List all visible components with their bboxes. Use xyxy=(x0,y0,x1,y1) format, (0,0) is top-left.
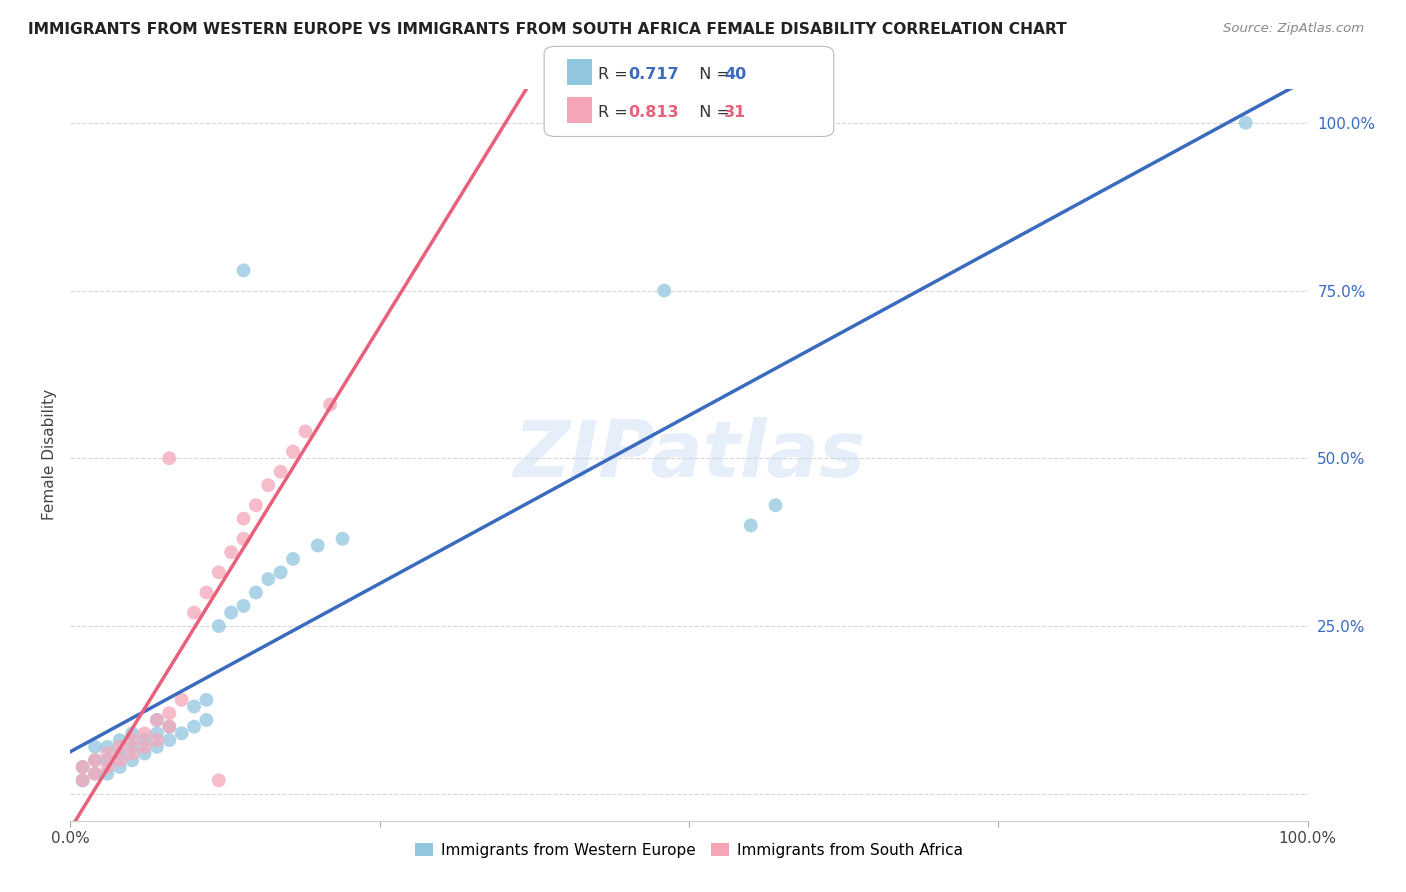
Point xyxy=(121,753,143,767)
Text: N =: N = xyxy=(689,67,735,82)
Point xyxy=(121,733,143,747)
Point xyxy=(146,739,169,754)
Point xyxy=(219,545,242,559)
Point xyxy=(96,766,118,780)
Point xyxy=(96,753,118,767)
Point xyxy=(72,760,94,774)
Point xyxy=(72,760,94,774)
Point xyxy=(146,713,169,727)
Point xyxy=(170,693,193,707)
Point xyxy=(84,739,107,754)
Point xyxy=(108,753,131,767)
Point xyxy=(121,726,143,740)
Point xyxy=(195,585,218,599)
Point xyxy=(765,498,787,512)
Text: Source: ZipAtlas.com: Source: ZipAtlas.com xyxy=(1223,22,1364,36)
Point xyxy=(232,263,254,277)
Point xyxy=(307,539,329,553)
Point xyxy=(208,773,231,788)
Point xyxy=(146,733,169,747)
Point xyxy=(72,773,94,788)
Point xyxy=(84,753,107,767)
Point xyxy=(257,478,280,492)
Point xyxy=(270,566,292,580)
Y-axis label: Female Disability: Female Disability xyxy=(42,389,58,521)
Point xyxy=(232,599,254,613)
Point xyxy=(108,739,131,754)
Point xyxy=(245,498,267,512)
Point xyxy=(208,566,231,580)
Point xyxy=(108,760,131,774)
Text: IMMIGRANTS FROM WESTERN EUROPE VS IMMIGRANTS FROM SOUTH AFRICA FEMALE DISABILITY: IMMIGRANTS FROM WESTERN EUROPE VS IMMIGR… xyxy=(28,22,1067,37)
Point xyxy=(134,726,156,740)
Point xyxy=(84,766,107,780)
Point xyxy=(121,747,143,761)
Point xyxy=(245,585,267,599)
Point xyxy=(281,552,304,566)
Point xyxy=(270,465,292,479)
Point xyxy=(332,532,354,546)
Point xyxy=(134,733,156,747)
Point xyxy=(281,444,304,458)
Point xyxy=(96,760,118,774)
Point xyxy=(134,739,156,754)
Point xyxy=(1234,116,1257,130)
Point xyxy=(170,726,193,740)
Point xyxy=(319,398,342,412)
Point xyxy=(183,720,205,734)
Point xyxy=(157,706,180,721)
Point xyxy=(108,747,131,761)
Point xyxy=(195,693,218,707)
Point xyxy=(208,619,231,633)
Point xyxy=(146,713,169,727)
Point xyxy=(146,726,169,740)
Point xyxy=(96,747,118,761)
Point xyxy=(84,766,107,780)
Point xyxy=(134,747,156,761)
Text: 40: 40 xyxy=(724,67,747,82)
Text: N =: N = xyxy=(689,105,735,120)
Point xyxy=(157,451,180,466)
Text: 0.717: 0.717 xyxy=(628,67,679,82)
Point xyxy=(740,518,762,533)
Point xyxy=(183,606,205,620)
Text: R =: R = xyxy=(598,105,633,120)
Point xyxy=(72,773,94,788)
Text: R =: R = xyxy=(598,67,633,82)
Point xyxy=(195,713,218,727)
Text: 31: 31 xyxy=(724,105,747,120)
Point xyxy=(294,425,316,439)
Point xyxy=(157,720,180,734)
Point xyxy=(108,733,131,747)
Point xyxy=(84,753,107,767)
Text: 0.813: 0.813 xyxy=(628,105,679,120)
Point xyxy=(232,511,254,525)
Legend: Immigrants from Western Europe, Immigrants from South Africa: Immigrants from Western Europe, Immigran… xyxy=(409,837,969,864)
Point xyxy=(157,733,180,747)
Point xyxy=(652,284,675,298)
Point xyxy=(157,720,180,734)
Text: ZIPatlas: ZIPatlas xyxy=(513,417,865,493)
Point xyxy=(121,739,143,754)
Point xyxy=(183,699,205,714)
Point xyxy=(219,606,242,620)
Point xyxy=(96,739,118,754)
Point xyxy=(232,532,254,546)
Point xyxy=(257,572,280,586)
